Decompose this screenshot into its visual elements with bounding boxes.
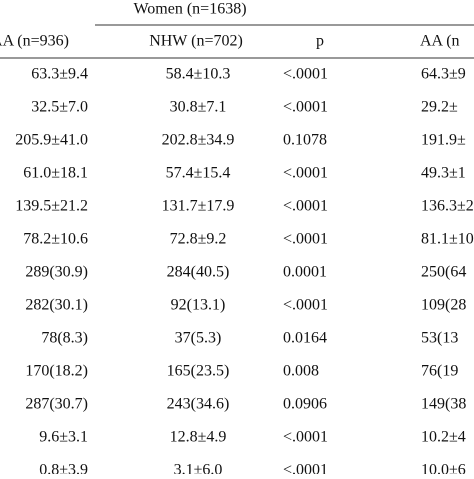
column-header: AA (n	[420, 33, 460, 50]
table-cell: <.0001	[283, 198, 328, 215]
table-cell: 78.2±10.6	[23, 231, 88, 248]
table-cell: 32.5±7.0	[31, 99, 88, 116]
table-cell: <.0001	[283, 429, 328, 446]
table-cell: 81.1±10	[421, 231, 474, 248]
table-cell: 12.8±4.9	[170, 429, 227, 446]
table-cell: <.0001	[283, 99, 328, 116]
table-cell: 53(13	[421, 330, 458, 347]
table-cell: 92(13.1)	[171, 297, 226, 314]
table-cell: <.0001	[283, 231, 328, 248]
table-cell: 0.0906	[283, 396, 327, 413]
table-cell: 9.6±3.1	[39, 429, 88, 446]
table-cell: 49.3±1	[421, 165, 466, 182]
table-cell: 37(5.3)	[175, 330, 222, 347]
table-cell: 29.2±	[421, 99, 458, 116]
table-cell: 131.7±17.9	[162, 198, 235, 215]
table-cell: 0.0001	[283, 264, 327, 281]
table-cell: 0.0164	[283, 330, 327, 347]
table-cell: 109(28	[421, 297, 466, 314]
table-cell: <.0001	[283, 165, 328, 182]
table-cell: 250(64	[421, 264, 466, 281]
table-cell: 3.1±6.0	[174, 462, 223, 474]
table-cell: 170(18.2)	[25, 363, 88, 380]
column-header: NHW (n=702)	[149, 33, 243, 50]
table-cell: 282(30.1)	[25, 297, 88, 314]
table-cell: 202.8±34.9	[162, 132, 235, 149]
table-cell: 57.4±15.4	[166, 165, 231, 182]
table-title: Women (n=1638)	[133, 1, 246, 18]
table-cell: 30.8±7.1	[170, 99, 227, 116]
table-cell: 0.1078	[283, 132, 327, 149]
table-cell: 139.5±21.2	[15, 198, 88, 215]
table-cell: 191.9±	[421, 132, 466, 149]
table-cell: 284(40.5)	[167, 264, 230, 281]
table-cell: <.0001	[283, 462, 328, 474]
table-cell: 58.4±10.3	[166, 66, 231, 83]
table-cell: 289(30.9)	[25, 264, 88, 281]
table-cell: 64.3±9	[421, 66, 466, 83]
table-cell: 10.2±4	[421, 429, 466, 446]
table-cell: <.0001	[283, 297, 328, 314]
table-cell: 0.008	[283, 363, 319, 380]
table-cell: 76(19	[421, 363, 458, 380]
table-cell: <.0001	[283, 66, 328, 83]
table-cell: 287(30.7)	[25, 396, 88, 413]
table-cell: 61.0±18.1	[23, 165, 88, 182]
table-cell: 136.3±20	[421, 198, 474, 215]
table-cell: 10.0±6	[421, 462, 466, 474]
table-cell: 63.3±9.4	[31, 66, 88, 83]
column-header: p	[316, 33, 324, 50]
table-cell: 243(34.6)	[167, 396, 230, 413]
table-cell: 0.8±3.9	[39, 462, 88, 474]
table-cell: 165(23.5)	[167, 363, 230, 380]
table-cell: 149(38	[421, 396, 466, 413]
column-header: AA (n=936)	[0, 33, 69, 50]
table-cell: 78(8.3)	[41, 330, 88, 347]
table-cell: 72.8±9.2	[170, 231, 227, 248]
table-cell: 205.9±41.0	[15, 132, 88, 149]
